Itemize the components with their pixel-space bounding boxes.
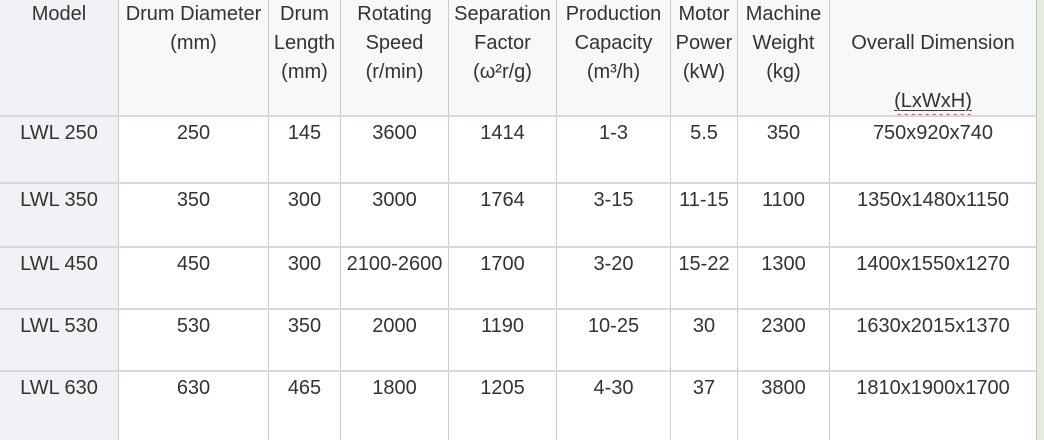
cell-machine-weight: 350	[738, 117, 830, 182]
cell-machine-weight: 1300	[738, 248, 830, 308]
cell-separation-factor: 1414	[449, 117, 557, 182]
cell-separation-factor: 1205	[449, 372, 557, 440]
cell-motor-power: 30	[671, 310, 738, 370]
cell-rotating-speed: 2100-2600	[341, 248, 449, 308]
cell-production-capacity: 10-25	[557, 310, 671, 370]
overall-dimension-title: Overall Dimension	[851, 32, 1015, 54]
cell-production-capacity: 3-20	[557, 248, 671, 308]
cell-drum-diameter: 350	[119, 184, 269, 246]
cell-model: LWL 530	[0, 310, 119, 370]
table-row-lwl-250: LWL 250 250 145 3600 1414 1-3 5.5 350 75…	[0, 117, 1036, 184]
cell-drum-diameter: 450	[119, 248, 269, 308]
cell-machine-weight: 3800	[738, 372, 830, 440]
cell-drum-diameter: 530	[119, 310, 269, 370]
cell-machine-weight: 2300	[738, 310, 830, 370]
cell-rotating-speed: 3600	[341, 117, 449, 182]
cell-model: LWL 350	[0, 184, 119, 246]
cell-rotating-speed: 3000	[341, 184, 449, 246]
table-row-lwl-630: LWL 630 630 465 1800 1205 4-30 37 3800 1…	[0, 372, 1036, 440]
cell-model: LWL 630	[0, 372, 119, 440]
cell-separation-factor: 1700	[449, 248, 557, 308]
overall-dimension-lxwxh: (LxWxH)	[830, 87, 1036, 115]
cell-overall-dimension: 1400x1550x1270	[830, 248, 1036, 308]
cell-drum-length: 145	[269, 117, 341, 182]
table-row-lwl-450: LWL 450 450 300 2100-2600 1700 3-20 15-2…	[0, 248, 1036, 310]
cell-motor-power: 11-15	[671, 184, 738, 246]
cell-drum-diameter: 250	[119, 117, 269, 182]
cell-drum-length: 300	[269, 184, 341, 246]
cell-overall-dimension: 750x920x740	[830, 117, 1036, 182]
header-cell-overall-dimension: Overall Dimension (LxWxH) (mm)	[830, 0, 1036, 115]
cell-drum-diameter: 630	[119, 372, 269, 440]
header-cell-separation-factor: Separation Factor (ω²r/g)	[449, 0, 557, 115]
cell-overall-dimension: 1630x2015x1370	[830, 310, 1036, 370]
cell-separation-factor: 1764	[449, 184, 557, 246]
cell-drum-length: 465	[269, 372, 341, 440]
cell-motor-power: 15-22	[671, 248, 738, 308]
cell-overall-dimension: 1810x1900x1700	[830, 372, 1036, 440]
cell-separation-factor: 1190	[449, 310, 557, 370]
cell-rotating-speed: 2000	[341, 310, 449, 370]
cell-model: LWL 250	[0, 117, 119, 182]
table-row-lwl-530: LWL 530 530 350 2000 1190 10-25 30 2300 …	[0, 310, 1036, 372]
header-cell-drum-length: Drum Length (mm)	[269, 0, 341, 115]
cell-production-capacity: 1-3	[557, 117, 671, 182]
cell-machine-weight: 1100	[738, 184, 830, 246]
header-cell-machine-weight: Machine Weight (kg)	[738, 0, 830, 115]
cell-drum-length: 350	[269, 310, 341, 370]
cell-model: LWL 450	[0, 248, 119, 308]
header-cell-model: Model	[0, 0, 119, 115]
cell-overall-dimension: 1350x1480x1150	[830, 184, 1036, 246]
header-cell-rotating-speed: Rotating Speed (r/min)	[341, 0, 449, 115]
header-cell-production-capacity: Production Capacity (m³/h)	[557, 0, 671, 115]
lxwxh-underline: (LxWxH)	[894, 90, 972, 112]
header-cell-drum-diameter: Drum Diameter (mm)	[119, 0, 269, 115]
table-row-lwl-350: LWL 350 350 300 3000 1764 3-15 11-15 110…	[0, 184, 1036, 248]
cell-drum-length: 300	[269, 248, 341, 308]
cell-motor-power: 5.5	[671, 117, 738, 182]
table-header-row: Model Drum Diameter (mm) Drum Length (mm…	[0, 0, 1036, 117]
lxwxh-spellcheck-text: (LxWxH)	[894, 90, 972, 112]
cell-production-capacity: 3-15	[557, 184, 671, 246]
cell-motor-power: 37	[671, 372, 738, 440]
cell-production-capacity: 4-30	[557, 372, 671, 440]
header-cell-motor-power: Motor Power (kW)	[671, 0, 738, 115]
cell-rotating-speed: 1800	[341, 372, 449, 440]
